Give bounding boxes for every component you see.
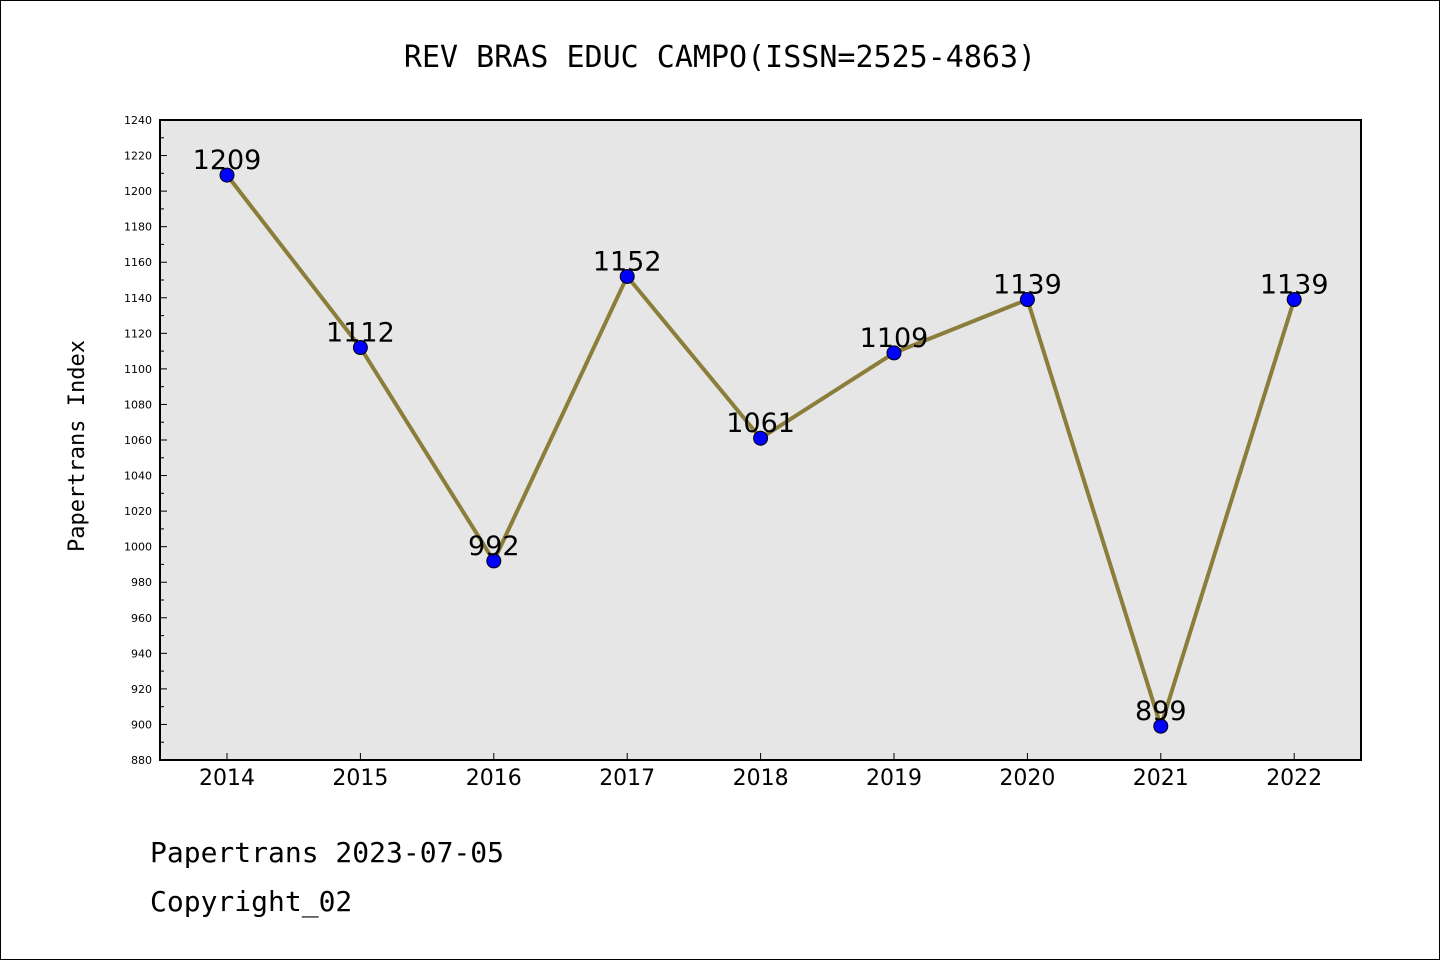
x-tick-label: 2015	[332, 766, 388, 791]
data-point-marker	[219, 167, 235, 183]
data-point-marker	[753, 430, 769, 446]
x-tick-label: 2021	[1133, 766, 1189, 791]
y-tick-label: 1200	[124, 185, 152, 198]
data-label: 1112	[326, 318, 395, 349]
x-tick-label: 2019	[866, 766, 922, 791]
x-tick-label: 2018	[733, 766, 789, 791]
x-axis: 2014 2015 2016 2017 2018 2019 2020 2021 2022	[199, 753, 1322, 791]
footer-copyright: Copyright_02	[150, 885, 353, 918]
y-tick-label: 920	[131, 683, 152, 696]
data-label: 899	[1135, 696, 1187, 727]
y-tick-label: 1140	[124, 292, 152, 305]
y-tick-label: 1060	[124, 434, 152, 447]
y-tick-label: 1020	[124, 505, 152, 518]
data-label: 1209	[193, 145, 262, 176]
data-label-layer: 1209 1112 992 1152 1061 1109 1139 899 1139	[193, 145, 1329, 727]
x-tick-label: 2016	[466, 766, 522, 791]
data-point-marker	[486, 553, 502, 569]
chart-title: REV BRAS EDUC CAMPO(ISSN=2525-4863)	[404, 40, 1036, 75]
data-label: 1152	[593, 246, 662, 277]
data-label: 1139	[1260, 270, 1329, 301]
y-tick-label: 900	[131, 718, 152, 731]
data-label: 992	[468, 531, 520, 562]
y-tick-label: 980	[131, 576, 152, 589]
data-label: 1139	[993, 270, 1062, 301]
y-tick-label: 1080	[124, 398, 152, 411]
x-tick-label: 2017	[599, 766, 655, 791]
y-tick-label: 1180	[124, 221, 152, 234]
y-tick-label: 1220	[124, 150, 152, 163]
data-point-marker	[619, 268, 635, 284]
y-axis-label: Papertrans Index	[65, 340, 90, 552]
x-tick-label: 2020	[999, 766, 1055, 791]
y-tick-label: 1120	[124, 327, 152, 340]
y-tick-label: 1000	[124, 541, 152, 554]
series-layer	[219, 167, 1302, 734]
data-point-marker	[352, 340, 368, 356]
data-point-marker	[1286, 292, 1302, 308]
y-tick-label: 1240	[124, 114, 152, 127]
data-point-marker	[886, 345, 902, 361]
y-axis: 880 900 920 940 960 980 1000 1020 1040 1060 1080 11…	[124, 114, 167, 767]
y-tick-label: 1100	[124, 363, 152, 376]
data-label: 1061	[726, 408, 795, 439]
data-point-marker	[1019, 292, 1035, 308]
data-label: 1109	[860, 323, 929, 354]
x-tick-label: 2022	[1266, 766, 1322, 791]
y-tick-label: 1040	[124, 470, 152, 483]
y-tick-label: 880	[131, 754, 152, 767]
y-tick-label: 940	[131, 647, 152, 660]
y-tick-label: 1160	[124, 256, 152, 269]
y-tick-label: 960	[131, 612, 152, 625]
x-tick-label: 2014	[199, 766, 255, 791]
data-point-marker	[1153, 718, 1169, 734]
footer-date: Papertrans 2023-07-05	[150, 836, 505, 869]
